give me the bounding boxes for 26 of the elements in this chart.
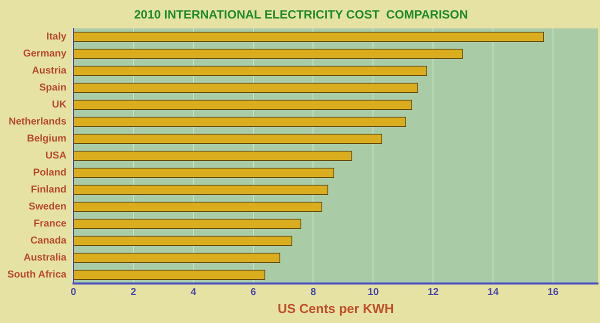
y-tick-label: Austria bbox=[32, 66, 67, 77]
y-tick-label: South Africa bbox=[7, 270, 67, 281]
y-tick-label: Australia bbox=[24, 252, 67, 264]
x-tick-label: 6 bbox=[250, 287, 257, 298]
chart-title: 2010 INTERNATIONAL ELECTRICITY COST COMPARISON bbox=[134, 8, 468, 22]
y-tick-label: Netherlands bbox=[8, 116, 67, 128]
y-tick-label: USA bbox=[45, 150, 66, 162]
y-tick-label: Spain bbox=[39, 82, 66, 94]
x-tick-label: 12 bbox=[428, 287, 440, 298]
y-tick-label: Finland bbox=[30, 184, 66, 196]
x-tick-label: 14 bbox=[488, 287, 500, 298]
y-tick-label: Sweden bbox=[28, 202, 66, 213]
x-tick-label: 16 bbox=[547, 287, 560, 298]
x-tick-label: 10 bbox=[368, 287, 380, 298]
y-tick-label: Germany bbox=[23, 48, 67, 60]
y-tick-label: Canada bbox=[30, 236, 67, 247]
x-tick-label: 0 bbox=[70, 287, 77, 298]
y-tick-label: Poland bbox=[33, 168, 66, 179]
y-tick-label: Belgium bbox=[26, 134, 67, 145]
x-axis-title: US Cents per KWH bbox=[278, 300, 394, 316]
x-tick-label: 2 bbox=[130, 287, 137, 298]
x-tick-label: 4 bbox=[190, 287, 197, 298]
y-tick-label: UK bbox=[52, 100, 68, 111]
x-tick-label: 8 bbox=[310, 287, 316, 298]
y-tick-label: Italy bbox=[46, 32, 67, 43]
y-tick-label: France bbox=[34, 218, 67, 230]
